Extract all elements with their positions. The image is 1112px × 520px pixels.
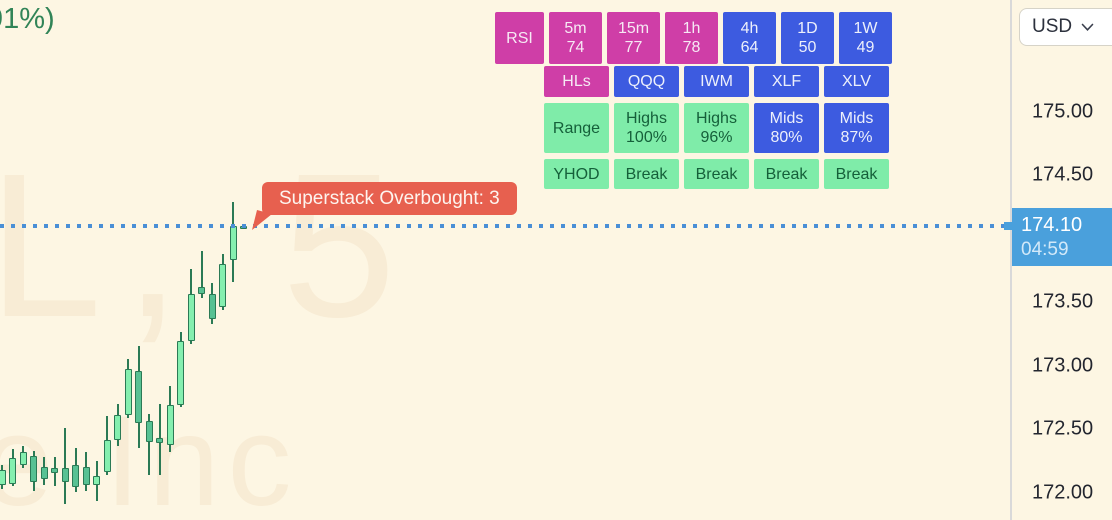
toolbar-button-iwm[interactable]: IWM bbox=[684, 66, 749, 97]
overbought-tooltip-text: Superstack Overbought: 3 bbox=[279, 187, 500, 209]
toolbar-button-break[interactable]: Break bbox=[754, 159, 819, 189]
price-tick-label: 172.50 bbox=[1032, 417, 1094, 440]
toolbar-button-mids-87-[interactable]: Mids 87% bbox=[824, 103, 889, 153]
candle-down bbox=[30, 455, 37, 483]
candle-up bbox=[177, 341, 184, 405]
candle-up bbox=[103, 440, 111, 473]
toolbar-button-1h-78[interactable]: 1h 78 bbox=[665, 12, 718, 64]
toolbar-button-break[interactable]: Break bbox=[824, 159, 889, 189]
candle-wick bbox=[200, 251, 203, 299]
candle-down bbox=[72, 464, 79, 488]
toolbar-button-break[interactable]: Break bbox=[614, 159, 679, 189]
candle-up bbox=[229, 225, 237, 261]
candle-down bbox=[198, 286, 205, 295]
toolbar-button-1d-50[interactable]: 1D 50 bbox=[781, 12, 834, 64]
toolbar-button-hls[interactable]: HLs bbox=[544, 66, 609, 97]
candle-down bbox=[135, 370, 142, 423]
candle-down bbox=[208, 294, 216, 319]
candle-up bbox=[93, 475, 100, 485]
toolbar-button-xlf[interactable]: XLF bbox=[754, 66, 819, 97]
ticker-change-text: 91%) bbox=[0, 3, 55, 35]
toolbar-button-highs-100-[interactable]: Highs 100% bbox=[614, 103, 679, 153]
toolbar-button-5m-74[interactable]: 5m 74 bbox=[549, 12, 602, 64]
toolbar-button-mids-80-[interactable]: Mids 80% bbox=[754, 103, 819, 153]
candle-wick bbox=[148, 413, 150, 475]
candle-up bbox=[0, 469, 6, 485]
price-tick-label: 172.00 bbox=[1032, 481, 1094, 503]
currency-dropdown-label: USD bbox=[1032, 16, 1073, 37]
toolbar-button-15m-77[interactable]: 15m 77 bbox=[607, 12, 660, 64]
candle-down bbox=[82, 467, 90, 485]
toolbar-button-highs-96-[interactable]: Highs 96% bbox=[684, 103, 749, 153]
toolbar-row-break-row: YHOD Break Break Break Break bbox=[544, 159, 889, 189]
candle-up bbox=[124, 369, 132, 416]
current-price-label: 174.10 04:59 bbox=[1004, 207, 1112, 266]
toolbar-row-rsi-row: RSI 5m 74 15m 77 1h 78 4h 64 1D 50 1W 49 bbox=[495, 12, 892, 64]
candle-up bbox=[9, 458, 16, 484]
candle-down bbox=[40, 467, 48, 479]
price-axis[interactable]: 175.00 174.50 173.50 173.00 172.50 172.00 USD… bbox=[1004, 0, 1112, 520]
candle-up bbox=[114, 415, 121, 441]
current-price-value: 174.10 bbox=[1021, 213, 1083, 236]
toolbar-button-range[interactable]: Range bbox=[544, 103, 609, 153]
candle-wick bbox=[64, 427, 66, 504]
toolbar-button-1w-49[interactable]: 1W 49 bbox=[839, 12, 892, 64]
toolbar-button-qqq[interactable]: QQQ bbox=[614, 66, 679, 97]
price-tick-label: 173.00 bbox=[1032, 354, 1094, 376]
price-tick-label: 173.50 bbox=[1032, 290, 1094, 313]
current-price-dotted-line bbox=[0, 223, 1010, 228]
company-watermark: e Inc bbox=[0, 390, 300, 520]
toolbar-button-4h-64[interactable]: 4h 64 bbox=[723, 12, 776, 64]
bar-countdown: 04:59 bbox=[1021, 238, 1069, 260]
currency-dropdown[interactable]: USD bbox=[1019, 8, 1112, 46]
overbought-tooltip: Superstack Overbought: 3 bbox=[252, 182, 517, 230]
candles-layer bbox=[0, 201, 247, 504]
candle-down bbox=[145, 421, 153, 442]
candle-down bbox=[61, 468, 69, 483]
toolbar-row-levels-row: Range Highs 100% Highs 96% Mids 80% Mids 87% bbox=[544, 103, 889, 153]
candle-up bbox=[166, 404, 174, 446]
candle-up bbox=[187, 294, 195, 342]
toolbar-row-symbols-row: HLs QQQ IWM XLF XLV bbox=[544, 66, 889, 97]
toolbar-button-xlv[interactable]: XLV bbox=[824, 66, 889, 97]
toolbar-button-yhod[interactable]: YHOD bbox=[544, 159, 609, 189]
price-tick-label: 174.50 bbox=[1032, 163, 1094, 186]
candle-down bbox=[51, 468, 58, 474]
toolbar-button-break[interactable]: Break bbox=[684, 159, 749, 189]
candle-up bbox=[219, 263, 226, 308]
candle-down bbox=[156, 437, 163, 443]
price-label-tick bbox=[1004, 221, 1012, 230]
price-tick-label: 175.00 bbox=[1032, 100, 1094, 122]
symbol-watermark: L, 5 bbox=[0, 131, 418, 360]
toolbar-button-rsi[interactable]: RSI bbox=[495, 12, 544, 64]
candle-up bbox=[19, 451, 27, 465]
axis-separator bbox=[1010, 0, 1012, 520]
chart-canvas[interactable]: L, 5 e Inc 91%) Superstack Overbought: 3… bbox=[0, 0, 1010, 520]
chevron-down-icon bbox=[1081, 16, 1094, 38]
